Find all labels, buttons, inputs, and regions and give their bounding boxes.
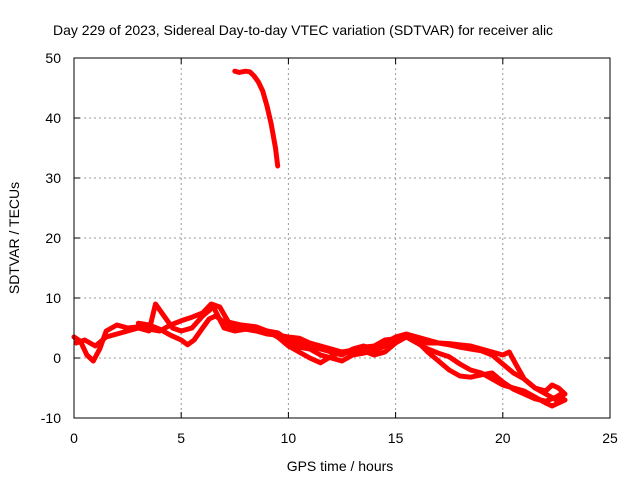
y-tick-label: 40	[45, 110, 61, 126]
y-axis-label: SDTVAR / TECUs	[6, 182, 22, 294]
y-tick-label: -10	[41, 410, 61, 426]
y-tick-label: 0	[53, 350, 61, 366]
x-tick-label: 5	[177, 430, 185, 446]
x-tick-label: 0	[70, 430, 78, 446]
x-tick-label: 15	[388, 430, 404, 446]
grid	[74, 58, 610, 418]
y-tick-label: 20	[45, 230, 61, 246]
y-tick-label: 30	[45, 170, 61, 186]
y-tick-label: 10	[45, 290, 61, 306]
chart-title: Day 229 of 2023, Sidereal Day-to-day VTE…	[53, 22, 553, 38]
x-tick-label: 20	[495, 430, 511, 446]
y-tick-label: 50	[45, 50, 61, 66]
x-tick-label: 25	[602, 430, 618, 446]
x-tick-label: 10	[281, 430, 297, 446]
x-axis-label: GPS time / hours	[287, 458, 394, 474]
series-line-arc-d	[264, 328, 566, 404]
series-group	[71, 68, 568, 409]
series-line-arc-c	[135, 313, 568, 397]
series-line-arc-e	[232, 68, 281, 169]
axis-ticks: 0 5 10 15 20 25 -10 0 10 20 30 40 50	[41, 50, 618, 446]
